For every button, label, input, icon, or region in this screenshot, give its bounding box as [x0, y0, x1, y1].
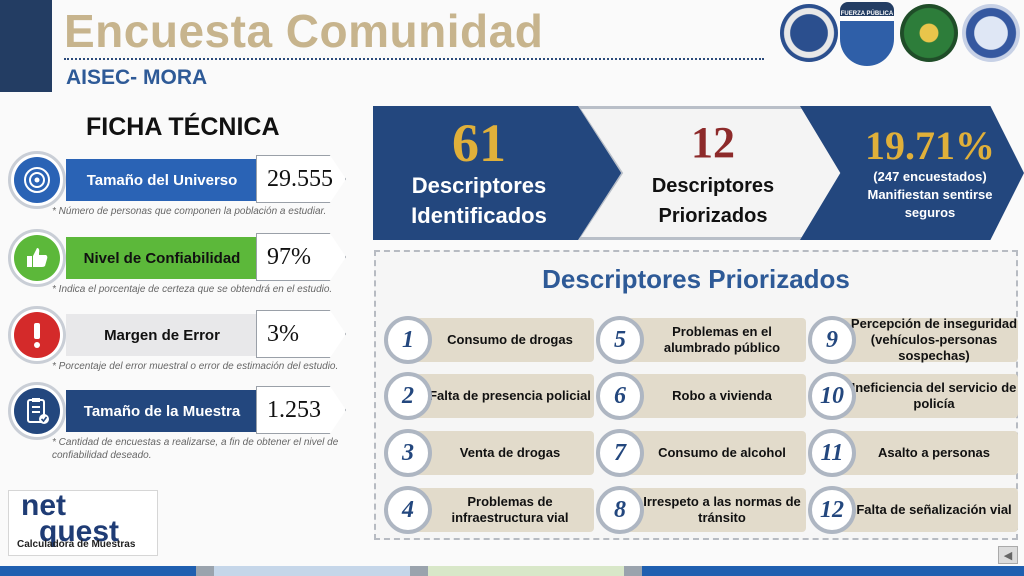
ficha-label: Tamaño del Universo	[66, 159, 258, 201]
ficha-note: * Cantidad de encuestas a realizarse, a …	[52, 437, 339, 461]
ficha-value: 3%	[256, 310, 346, 358]
identified-line2: Identificados	[411, 203, 547, 228]
ficha-icon-frame	[8, 306, 66, 364]
ficha-icon-frame	[8, 382, 66, 440]
descriptor-number: 3	[384, 429, 432, 477]
descriptor-item: Ineficiencia del servicio de policía 10	[808, 372, 1018, 420]
descriptor-number: 10	[808, 372, 856, 420]
descriptor-item: Venta de drogas 3	[384, 429, 594, 477]
descriptor-text: Ineficiencia del servicio de policía	[828, 374, 1018, 418]
descriptor-text: Consumo de alcohol	[616, 431, 806, 475]
police-shield-logo	[900, 4, 958, 62]
descriptor-number: 7	[596, 429, 644, 477]
page-title: Encuesta Comunidad	[64, 5, 544, 57]
descriptor-number: 9	[808, 316, 856, 364]
descriptor-number: 8	[596, 486, 644, 534]
descriptor-item: Asalto a personas 11	[808, 429, 1018, 477]
descriptor-number: 4	[384, 486, 432, 534]
descriptor-number: 5	[596, 316, 644, 364]
netquest-logo-net: net	[21, 489, 66, 522]
descriptor-item: Falta de presencia policial 2	[384, 372, 594, 420]
descriptor-text: Irrespeto a las normas de tránsito	[616, 488, 806, 532]
descriptor-text: Consumo de drogas	[404, 318, 594, 362]
descriptor-text: Percepción de inseguridad (vehículos-per…	[828, 316, 1018, 363]
embassy-seal-logo	[780, 4, 838, 62]
thumbs-up-icon	[14, 235, 60, 281]
ficha-value: 29.555	[256, 155, 346, 203]
identified-descriptors-arrow: 61 Descriptores Identificados	[373, 106, 625, 240]
page-subtitle: AISEC- MORA	[66, 66, 208, 89]
descriptor-item: Consumo de drogas 1	[384, 316, 594, 364]
clipboard-check-icon	[14, 388, 60, 434]
safety-percentage: 19.71%	[865, 123, 995, 168]
descriptor-text: Problemas de infraestructura vial	[404, 488, 594, 532]
fuerza-publica-logo: FUERZA PÚBLICA	[840, 2, 894, 66]
descriptor-text: Robo a vivienda	[616, 374, 806, 418]
descriptor-number: 11	[808, 429, 856, 477]
alert-icon	[14, 312, 60, 358]
netquest-logo-quest: quest	[39, 515, 120, 548]
netquest-calculator-link[interactable]: net quest Calculadora de Muestras	[8, 490, 158, 556]
fuerza-publica-logo-text: FUERZA PÚBLICA	[840, 10, 894, 17]
descriptor-number: 12	[808, 486, 856, 534]
target-icon	[14, 157, 60, 203]
descriptor-text: Venta de drogas	[404, 431, 594, 475]
ficha-tecnica-heading: FICHA TÉCNICA	[86, 113, 280, 141]
global-logo	[962, 4, 1020, 62]
header-accent-block	[0, 0, 52, 92]
descriptor-number: 6	[596, 372, 644, 420]
ficha-label: Margen de Error	[66, 314, 258, 356]
descriptor-text: Falta de señalización vial	[828, 488, 1018, 532]
back-triangle-icon[interactable]: ◀	[998, 546, 1018, 564]
prioritized-descriptors-panel: Descriptores Priorizados Consumo de drog…	[374, 250, 1018, 540]
identified-line1: Descriptores	[411, 173, 547, 198]
descriptor-text: Asalto a personas	[828, 431, 1018, 475]
descriptor-item: Percepción de inseguridad (vehículos-per…	[808, 316, 1018, 364]
descriptor-item: Falta de señalización vial 12	[808, 486, 1018, 534]
descriptor-number: 1	[384, 316, 432, 364]
ficha-note: * Indica el porcentaje de certeza que se…	[52, 284, 333, 295]
descriptor-item: Problemas en el alumbrado público 5	[596, 316, 806, 364]
safety-line3: seguros	[904, 205, 956, 220]
ficha-icon-frame	[8, 229, 66, 287]
ficha-value: 1.253	[256, 386, 346, 434]
ficha-label: Tamaño de la Muestra	[66, 390, 258, 432]
descriptor-item: Problemas de infraestructura vial 4	[384, 486, 594, 534]
ficha-icon-frame	[8, 151, 66, 209]
prioritized-count: 12	[691, 118, 735, 167]
panel-title: Descriptores Priorizados	[542, 264, 850, 294]
descriptor-number: 2	[384, 372, 432, 420]
identified-count: 61	[452, 113, 506, 173]
back-glyph: ◀	[1003, 549, 1013, 562]
descriptor-text: Falta de presencia policial	[404, 374, 594, 418]
ficha-value: 97%	[256, 233, 346, 281]
prioritized-arrow-inner: 12 Descriptores Priorizados	[581, 109, 845, 237]
ficha-note: * Número de personas que componen la pob…	[52, 206, 327, 217]
descriptor-item: Consumo de alcohol 7	[596, 429, 806, 477]
netquest-logo: net quest	[21, 489, 120, 548]
prioritized-line2: Priorizados	[658, 205, 768, 227]
bottom-color-bar	[0, 566, 1024, 576]
netquest-caption: Calculadora de Muestras	[17, 539, 136, 550]
prioritized-line1: Descriptores	[651, 175, 775, 197]
descriptor-text: Problemas en el alumbrado público	[616, 318, 806, 362]
safety-line1: (247 encuestados)	[873, 169, 987, 184]
title-divider	[64, 58, 764, 60]
descriptor-item: Irrespeto a las normas de tránsito 8	[596, 486, 806, 534]
prioritized-descriptors-arrow: 12 Descriptores Priorizados	[578, 106, 848, 240]
safety-line2: Manifiestan sentirse	[867, 187, 993, 202]
ficha-note: * Porcentaje del error muestral o error …	[52, 361, 339, 372]
ficha-label: Nivel de Confiabilidad	[66, 237, 258, 279]
descriptor-item: Robo a vivienda 6	[596, 372, 806, 420]
